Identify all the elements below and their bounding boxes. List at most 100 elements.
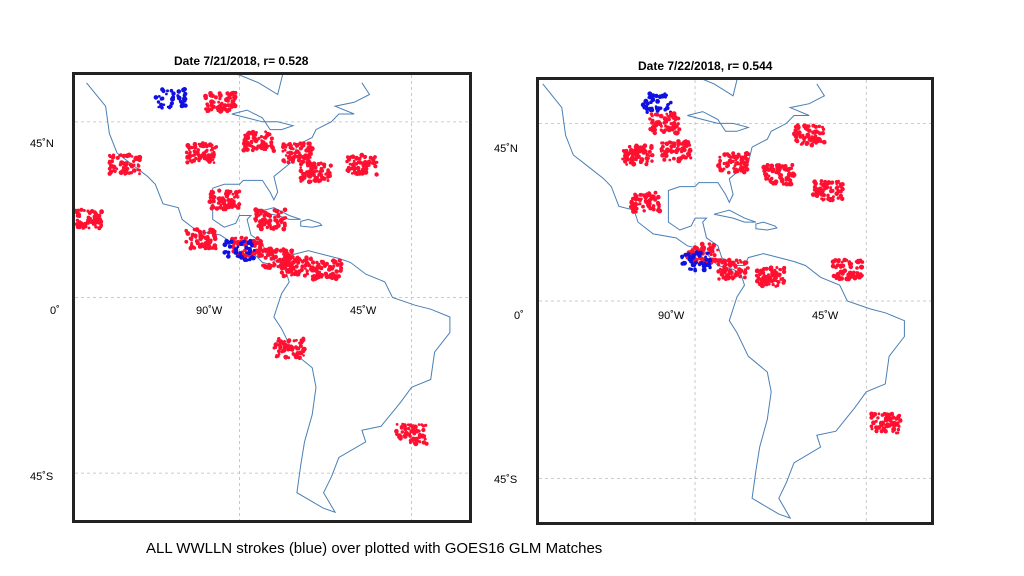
glm-match-dot <box>770 167 776 173</box>
glm-match-dot <box>671 141 676 146</box>
wwlln-stroke-dot <box>171 91 176 96</box>
glm-match-dot <box>744 151 750 156</box>
glm-match-dot <box>271 227 276 231</box>
glm-match-dot <box>279 210 283 214</box>
wwlln-stroke-dot <box>165 92 168 96</box>
glm-match-dot <box>836 196 840 200</box>
glm-match-dot <box>295 154 300 159</box>
glm-match-dot <box>254 210 259 215</box>
glm-match-dot <box>855 259 861 265</box>
glm-match-dot <box>332 261 336 265</box>
glm-match-dot <box>298 168 304 174</box>
glm-match-dot <box>648 154 652 157</box>
coastline-hispaniola <box>755 221 778 231</box>
glm-match-dot <box>202 235 205 238</box>
glm-match-dot <box>289 257 293 261</box>
glm-match-dot <box>317 265 321 269</box>
glm-match-dot <box>269 257 274 261</box>
glm-match-dot <box>263 135 268 140</box>
glm-match-dot <box>82 209 86 212</box>
glm-match-dot <box>315 275 320 280</box>
glm-match-dot <box>649 144 654 149</box>
glm-match-dot <box>209 94 214 98</box>
glm-match-dot <box>363 156 367 160</box>
glm-match-dot <box>880 420 886 426</box>
glm-match-dot <box>352 159 356 163</box>
glm-match-dot <box>677 127 682 132</box>
glm-match-dot <box>781 269 787 274</box>
glm-match-dot <box>132 168 137 173</box>
glm-match-dot <box>278 248 283 253</box>
glm-match-dot <box>833 258 838 263</box>
glm-match-dot <box>201 151 206 156</box>
glm-match-dot <box>735 169 740 174</box>
wwlln-stroke-dot <box>644 106 649 111</box>
glm-match-dot <box>406 426 411 431</box>
glm-match-dot <box>716 163 722 169</box>
glm-match-dot <box>423 437 427 441</box>
wwlln-stroke-dot <box>657 94 663 99</box>
panel-title: Date 7/22/2018, r= 0.544 <box>638 59 773 73</box>
glm-match-dot <box>198 155 202 159</box>
glm-match-dot <box>312 178 316 182</box>
glm-match-dot <box>398 433 402 437</box>
glm-match-dot <box>651 194 656 200</box>
wwlln-stroke-dot <box>707 258 713 263</box>
glm-match-dot <box>694 246 700 251</box>
glm-match-dot <box>677 147 681 151</box>
glm-match-dot <box>745 261 748 265</box>
glm-match-dot <box>782 281 786 285</box>
glm-match-dot <box>184 239 189 244</box>
glm-match-dot <box>722 264 727 269</box>
glm-match-dot <box>826 180 832 185</box>
glm-match-dot <box>793 128 797 132</box>
glm-match-dot <box>138 172 141 176</box>
wwlln-stroke-dot <box>162 103 166 106</box>
glm-match-dot <box>236 206 239 210</box>
glm-match-dot <box>665 112 669 116</box>
wwlln-stroke-dot <box>686 252 691 257</box>
glm-match-dot <box>352 165 357 170</box>
glm-match-dot <box>625 154 629 158</box>
glm-match-dot <box>718 158 722 163</box>
glm-match-dot <box>317 270 322 274</box>
glm-match-dot <box>273 342 279 348</box>
glm-match-dot <box>236 190 240 194</box>
wwlln-stroke-dot <box>182 93 187 98</box>
map-frame <box>536 77 934 525</box>
glm-match-dot <box>281 142 286 147</box>
glm-match-dot <box>110 164 115 169</box>
glm-match-dot <box>322 165 326 169</box>
glm-match-dot <box>231 192 235 196</box>
glm-match-dot <box>643 199 649 204</box>
glm-match-dot <box>726 272 731 277</box>
glm-match-dot <box>212 161 216 164</box>
wwlln-stroke-dot <box>701 267 707 273</box>
wwlln-stroke-dot <box>166 89 169 93</box>
glm-match-dot <box>299 166 302 169</box>
glm-match-dot <box>300 145 304 149</box>
glm-match-dot <box>222 200 226 204</box>
glm-match-dot <box>624 157 628 161</box>
glm-match-dot <box>819 182 823 186</box>
glm-match-dot <box>834 265 838 270</box>
glm-match-dot <box>336 275 340 279</box>
glm-match-dot <box>290 251 294 255</box>
glm-match-dot <box>733 264 738 269</box>
wwlln-stroke-dot <box>665 105 670 111</box>
glm-match-dot <box>778 268 783 272</box>
glm-match-dot <box>286 263 290 267</box>
glm-match-dot <box>815 191 820 196</box>
glm-match-dot <box>739 165 744 170</box>
wwlln-stroke-dot <box>654 93 659 99</box>
wwlln-stroke-dot <box>183 103 188 108</box>
glm-match-dot <box>124 161 129 166</box>
glm-match-dot <box>812 179 817 184</box>
glm-match-dot <box>852 276 857 281</box>
wwlln-stroke-dot <box>250 243 254 248</box>
glm-match-dot <box>742 155 747 160</box>
glm-match-dot <box>845 258 849 262</box>
glm-match-dot <box>837 258 841 262</box>
glm-match-dot <box>770 269 774 273</box>
glm-match-dot <box>188 152 192 156</box>
